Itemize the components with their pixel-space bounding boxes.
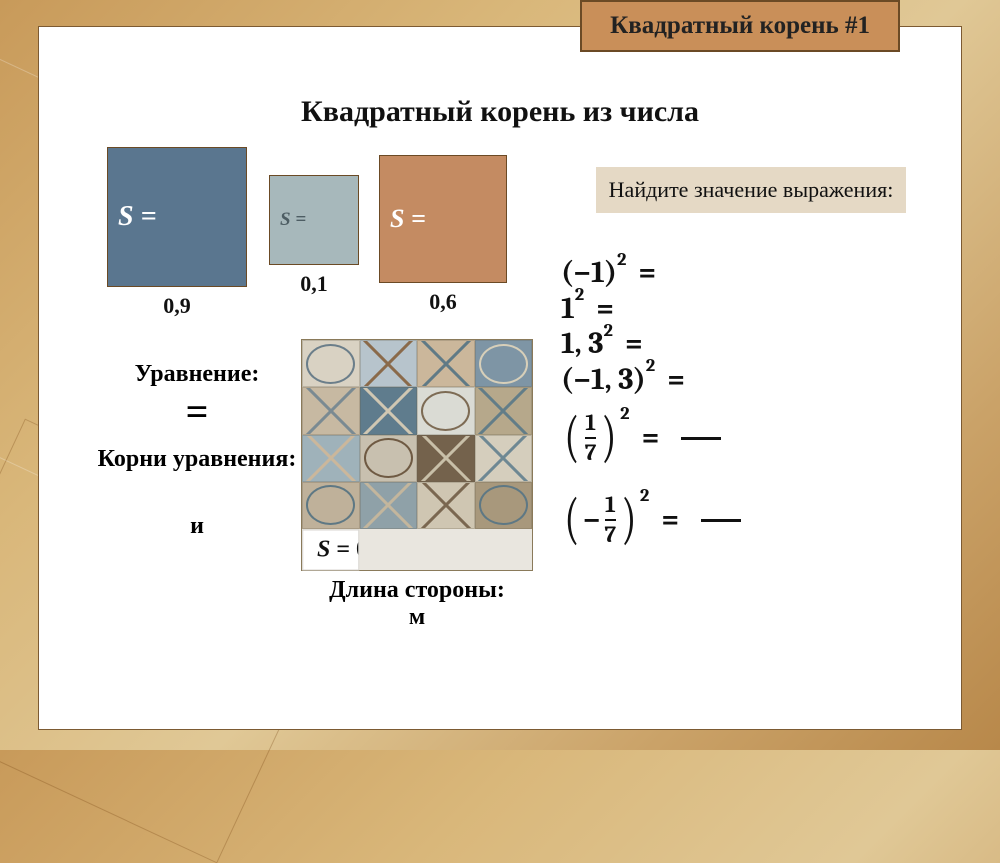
tile-caption-2: м [301, 604, 533, 631]
expr-5-dash [681, 437, 721, 440]
expr-5-den: 7 [585, 441, 597, 464]
tile-cell [475, 482, 533, 529]
expr-5-paren: ( 1 7 ) [561, 411, 620, 464]
square-2-box: S = [269, 175, 359, 265]
expr-1-sup: 2 [617, 250, 626, 270]
tile-cell [302, 340, 360, 387]
main-title: Квадратный корень из числа [39, 95, 961, 129]
expr-4-eq: = [667, 364, 685, 396]
expr-3-sup: 2 [604, 321, 613, 341]
tile-cell [360, 387, 418, 434]
expr-6: ( − 1 7 ) 2 = [561, 481, 901, 559]
title-banner: Квадратный корень #1 [580, 0, 900, 52]
expr-6-den: 7 [605, 523, 617, 546]
tile-area-overlay: S = 0, 25 м² [302, 529, 360, 570]
square-3-value: 0,6 [379, 289, 507, 315]
square-1-value: 0,9 [107, 293, 247, 319]
expr-5: ( 1 7 ) 2 = [561, 399, 901, 477]
expr-3: 1, 32 = [561, 328, 901, 360]
expr-1: (−1)2 = [561, 257, 901, 289]
expr-6-sup: 2 [640, 486, 649, 506]
equation-column: Уравнение: = Корни уравнения: и [97, 355, 297, 540]
expr-1-base: (−1) [561, 257, 617, 289]
roots-and: и [97, 513, 297, 540]
square-2: S = 0,1 [269, 175, 359, 297]
tile-cell [360, 435, 418, 482]
rparen-icon: ) [621, 497, 636, 543]
lparen-icon: ( [564, 497, 579, 543]
expr-6-minus: − [583, 504, 601, 536]
expr-6-frac: 1 7 [605, 493, 617, 546]
expressions-column: (−1)2 = 12 = 1, 32 = (−1, 3)2 = ( 1 7 ) [561, 257, 901, 563]
tile-cell [475, 435, 533, 482]
tile-cell [475, 387, 533, 434]
equation-label: Уравнение: [97, 361, 297, 388]
tile-cell [360, 340, 418, 387]
tile-cell [417, 340, 475, 387]
tile-cell [360, 482, 418, 529]
rparen-icon: ) [602, 415, 617, 461]
square-1-box: S = [107, 147, 247, 287]
expr-6-paren: ( − 1 7 ) [561, 493, 640, 546]
tile-caption-1: Длина стороны: [301, 577, 533, 604]
expr-5-eq: = [642, 422, 660, 454]
square-3-box: S = [379, 155, 507, 283]
expr-3-eq: = [625, 328, 643, 360]
lparen-icon: ( [564, 415, 579, 461]
content-panel: Квадратный корень из числа S = 0,9 S = 0… [38, 26, 962, 730]
equation-equals: = [97, 392, 297, 432]
expr-2-sup: 2 [575, 285, 584, 305]
tile-cell [302, 435, 360, 482]
tile-cell [417, 387, 475, 434]
tile-cell [417, 482, 475, 529]
expr-6-eq: = [661, 504, 679, 536]
expr-4: (−1, 3)2 = [561, 364, 901, 396]
expr-4-base: (−1, 3) [561, 364, 646, 396]
expr-4-sup: 2 [646, 356, 655, 376]
tile-grid: S = 0, 25 м² [301, 339, 533, 571]
square-1: S = 0,9 [107, 147, 247, 319]
tile-area-S: S [317, 536, 330, 562]
tile-cell [417, 435, 475, 482]
expr-6-num: 1 [605, 493, 616, 516]
expr-6-dash [701, 519, 741, 522]
expr-5-frac: 1 7 [585, 411, 597, 464]
square-2-value: 0,1 [269, 271, 359, 297]
tile-cell [302, 387, 360, 434]
expr-5-sup: 2 [620, 404, 629, 424]
roots-label: Корни уравнения: [97, 446, 297, 473]
find-value-callout: Найдите значение выражения: [596, 167, 906, 213]
expr-2-base: 1 [561, 293, 575, 325]
expr-1-eq: = [638, 257, 656, 289]
tile-block: S = 0, 25 м² Длина стороны: м [301, 339, 533, 631]
tile-cell [475, 340, 533, 387]
tile-area-text: = 0, 25 м² [330, 536, 359, 562]
square-3: S = 0,6 [379, 155, 507, 315]
tile-cell [302, 482, 360, 529]
expr-3-base: 1, 3 [561, 328, 604, 360]
expr-5-num: 1 [585, 411, 596, 434]
